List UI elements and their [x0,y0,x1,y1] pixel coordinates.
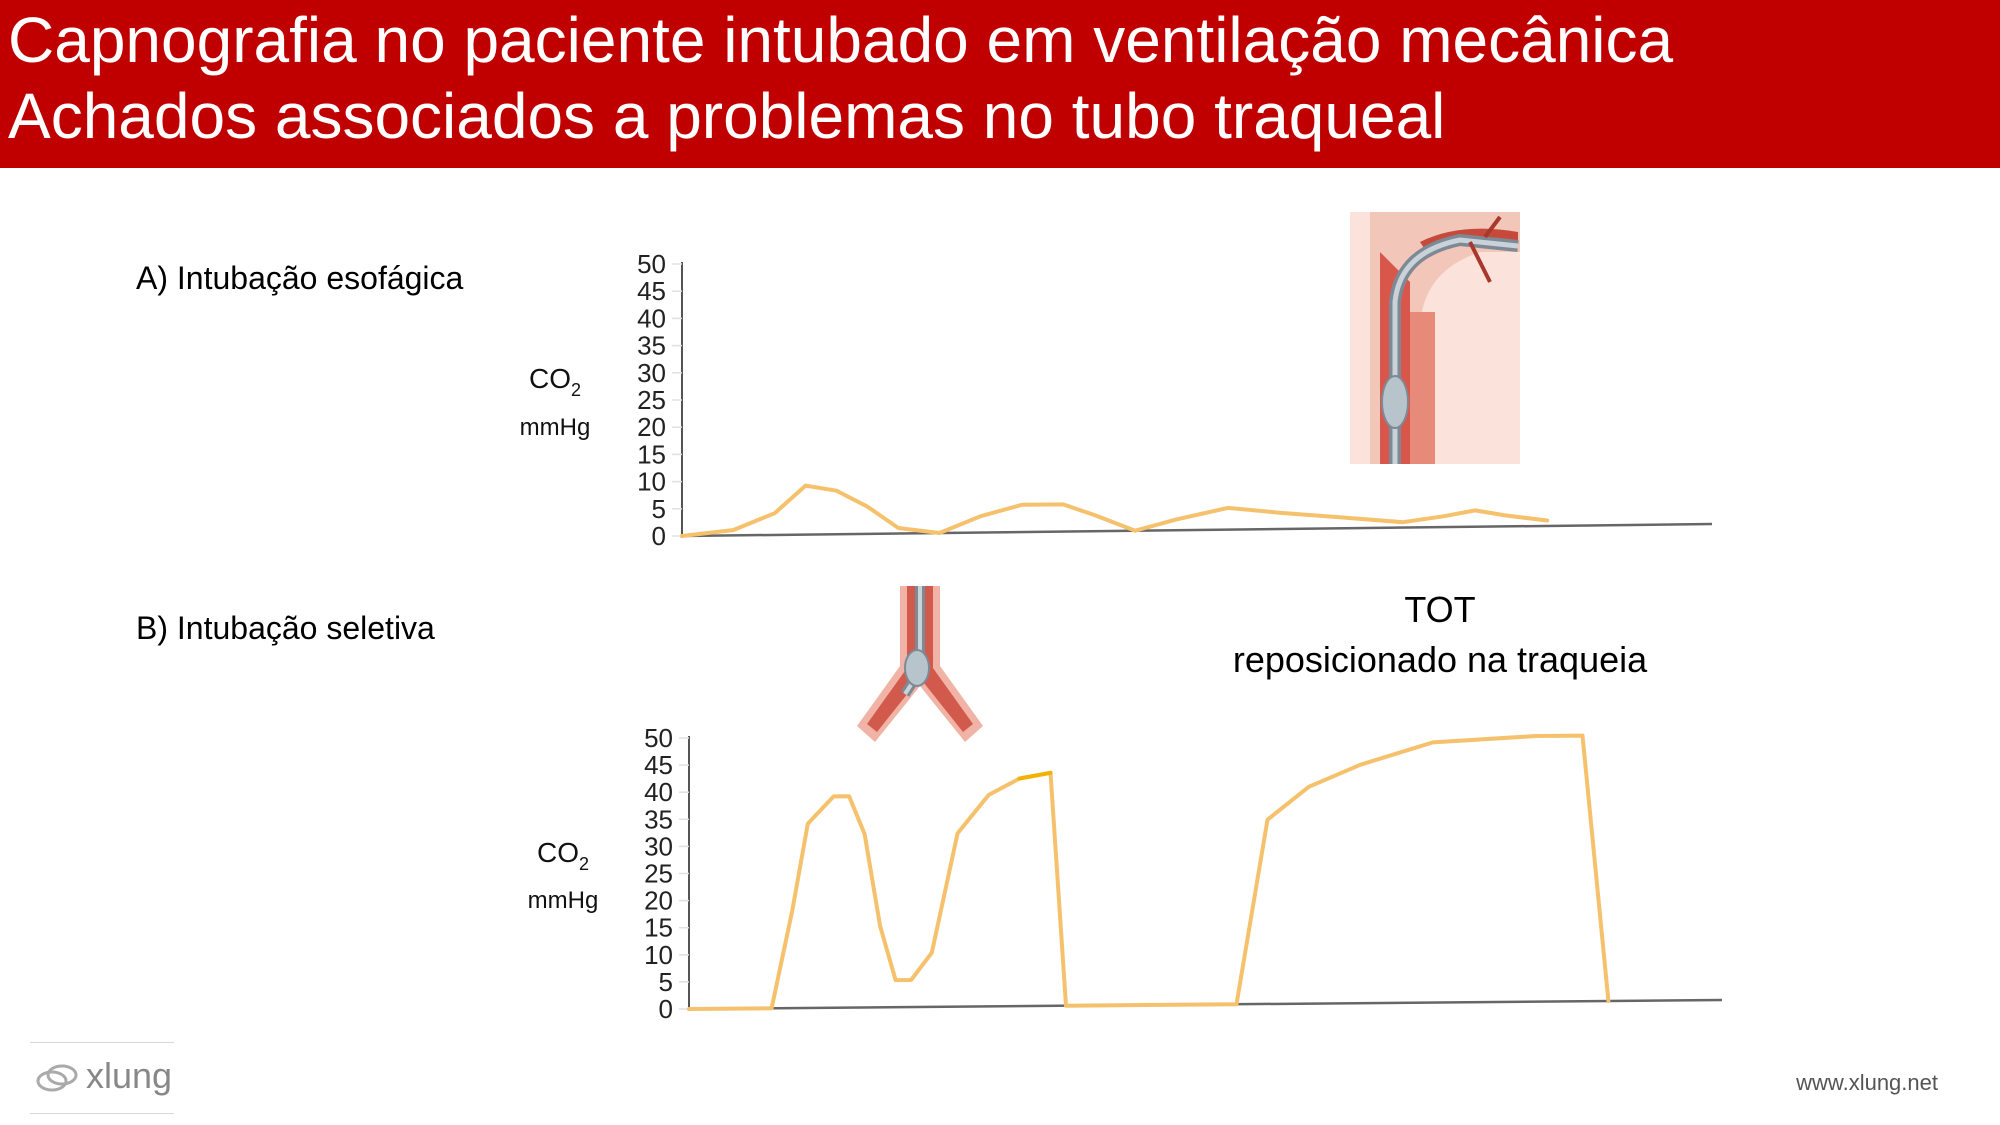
chart-b-tick-label: 40 [644,777,673,807]
esophageal-intubation-illustration [1350,212,1520,464]
chart-b-series-accent [1017,770,1053,781]
tot-annotation: TOT reposicionado na traqueia [1160,585,1720,685]
tot-line1: TOT [1404,589,1476,630]
chart-a-series-line [680,483,1550,538]
chart-b-tick-label: 35 [644,804,673,834]
chart-b-tick-label: 30 [644,831,673,861]
chart-a-tick-label: 15 [637,439,666,469]
chart-a-tick-label: 35 [637,331,666,361]
chart-b-tick-label: 10 [644,940,673,970]
chart-b-tick-label: 0 [659,994,673,1024]
chart-a-tick-label: 5 [652,494,666,524]
chart-a-tick-label: 50 [637,249,666,279]
chart-b-tick-label: 15 [644,913,673,943]
chart-a-tick-label: 45 [637,276,666,306]
chart-a-tick-label: 30 [637,358,666,388]
chart-b-ylabel: CO2 [537,837,589,874]
section-a-label: A) Intubação esofágica [136,260,464,296]
chart-b-series-line [687,733,1611,1011]
page-title: Capnografia no paciente intubado em vent… [8,4,1674,76]
chart-b-tick-label: 45 [644,750,673,780]
chart-a-tick-label: 40 [637,303,666,333]
chart-a-x-axis [681,522,1713,538]
chart-a-tick-label: 0 [652,521,666,551]
chart-b-tick-label: 20 [644,886,673,916]
selective-intubation-illustration [857,586,983,742]
chart-a-tick-label: 20 [637,412,666,442]
section-b-label: B) Intubação seletiva [136,610,435,646]
chart-a-tick-label: 25 [637,385,666,415]
xlung-logo-icon [36,1064,78,1092]
chart-a-tick-label: 10 [637,467,666,497]
chart-a-ylabel-unit: mmHg [520,414,591,441]
chart-b-tick-label: 25 [644,859,673,889]
header-banner: Capnografia no paciente intubado em vent… [0,0,2000,168]
chart-a-ylabel: CO2 [529,363,581,400]
page-subtitle: Achados associados a problemas no tubo t… [8,80,1446,152]
chart-b-tick-label: 50 [644,723,673,753]
chart-b-tick-label: 5 [659,967,673,997]
xlung-logo: xlung [30,1042,174,1114]
xlung-logo-text: xlung [86,1055,173,1096]
tot-line2: reposicionado na traqueia [1232,639,1648,680]
footer-url: www.xlung.net [1796,1070,1938,1095]
chart-b-ylabel-unit: mmHg [528,887,599,914]
